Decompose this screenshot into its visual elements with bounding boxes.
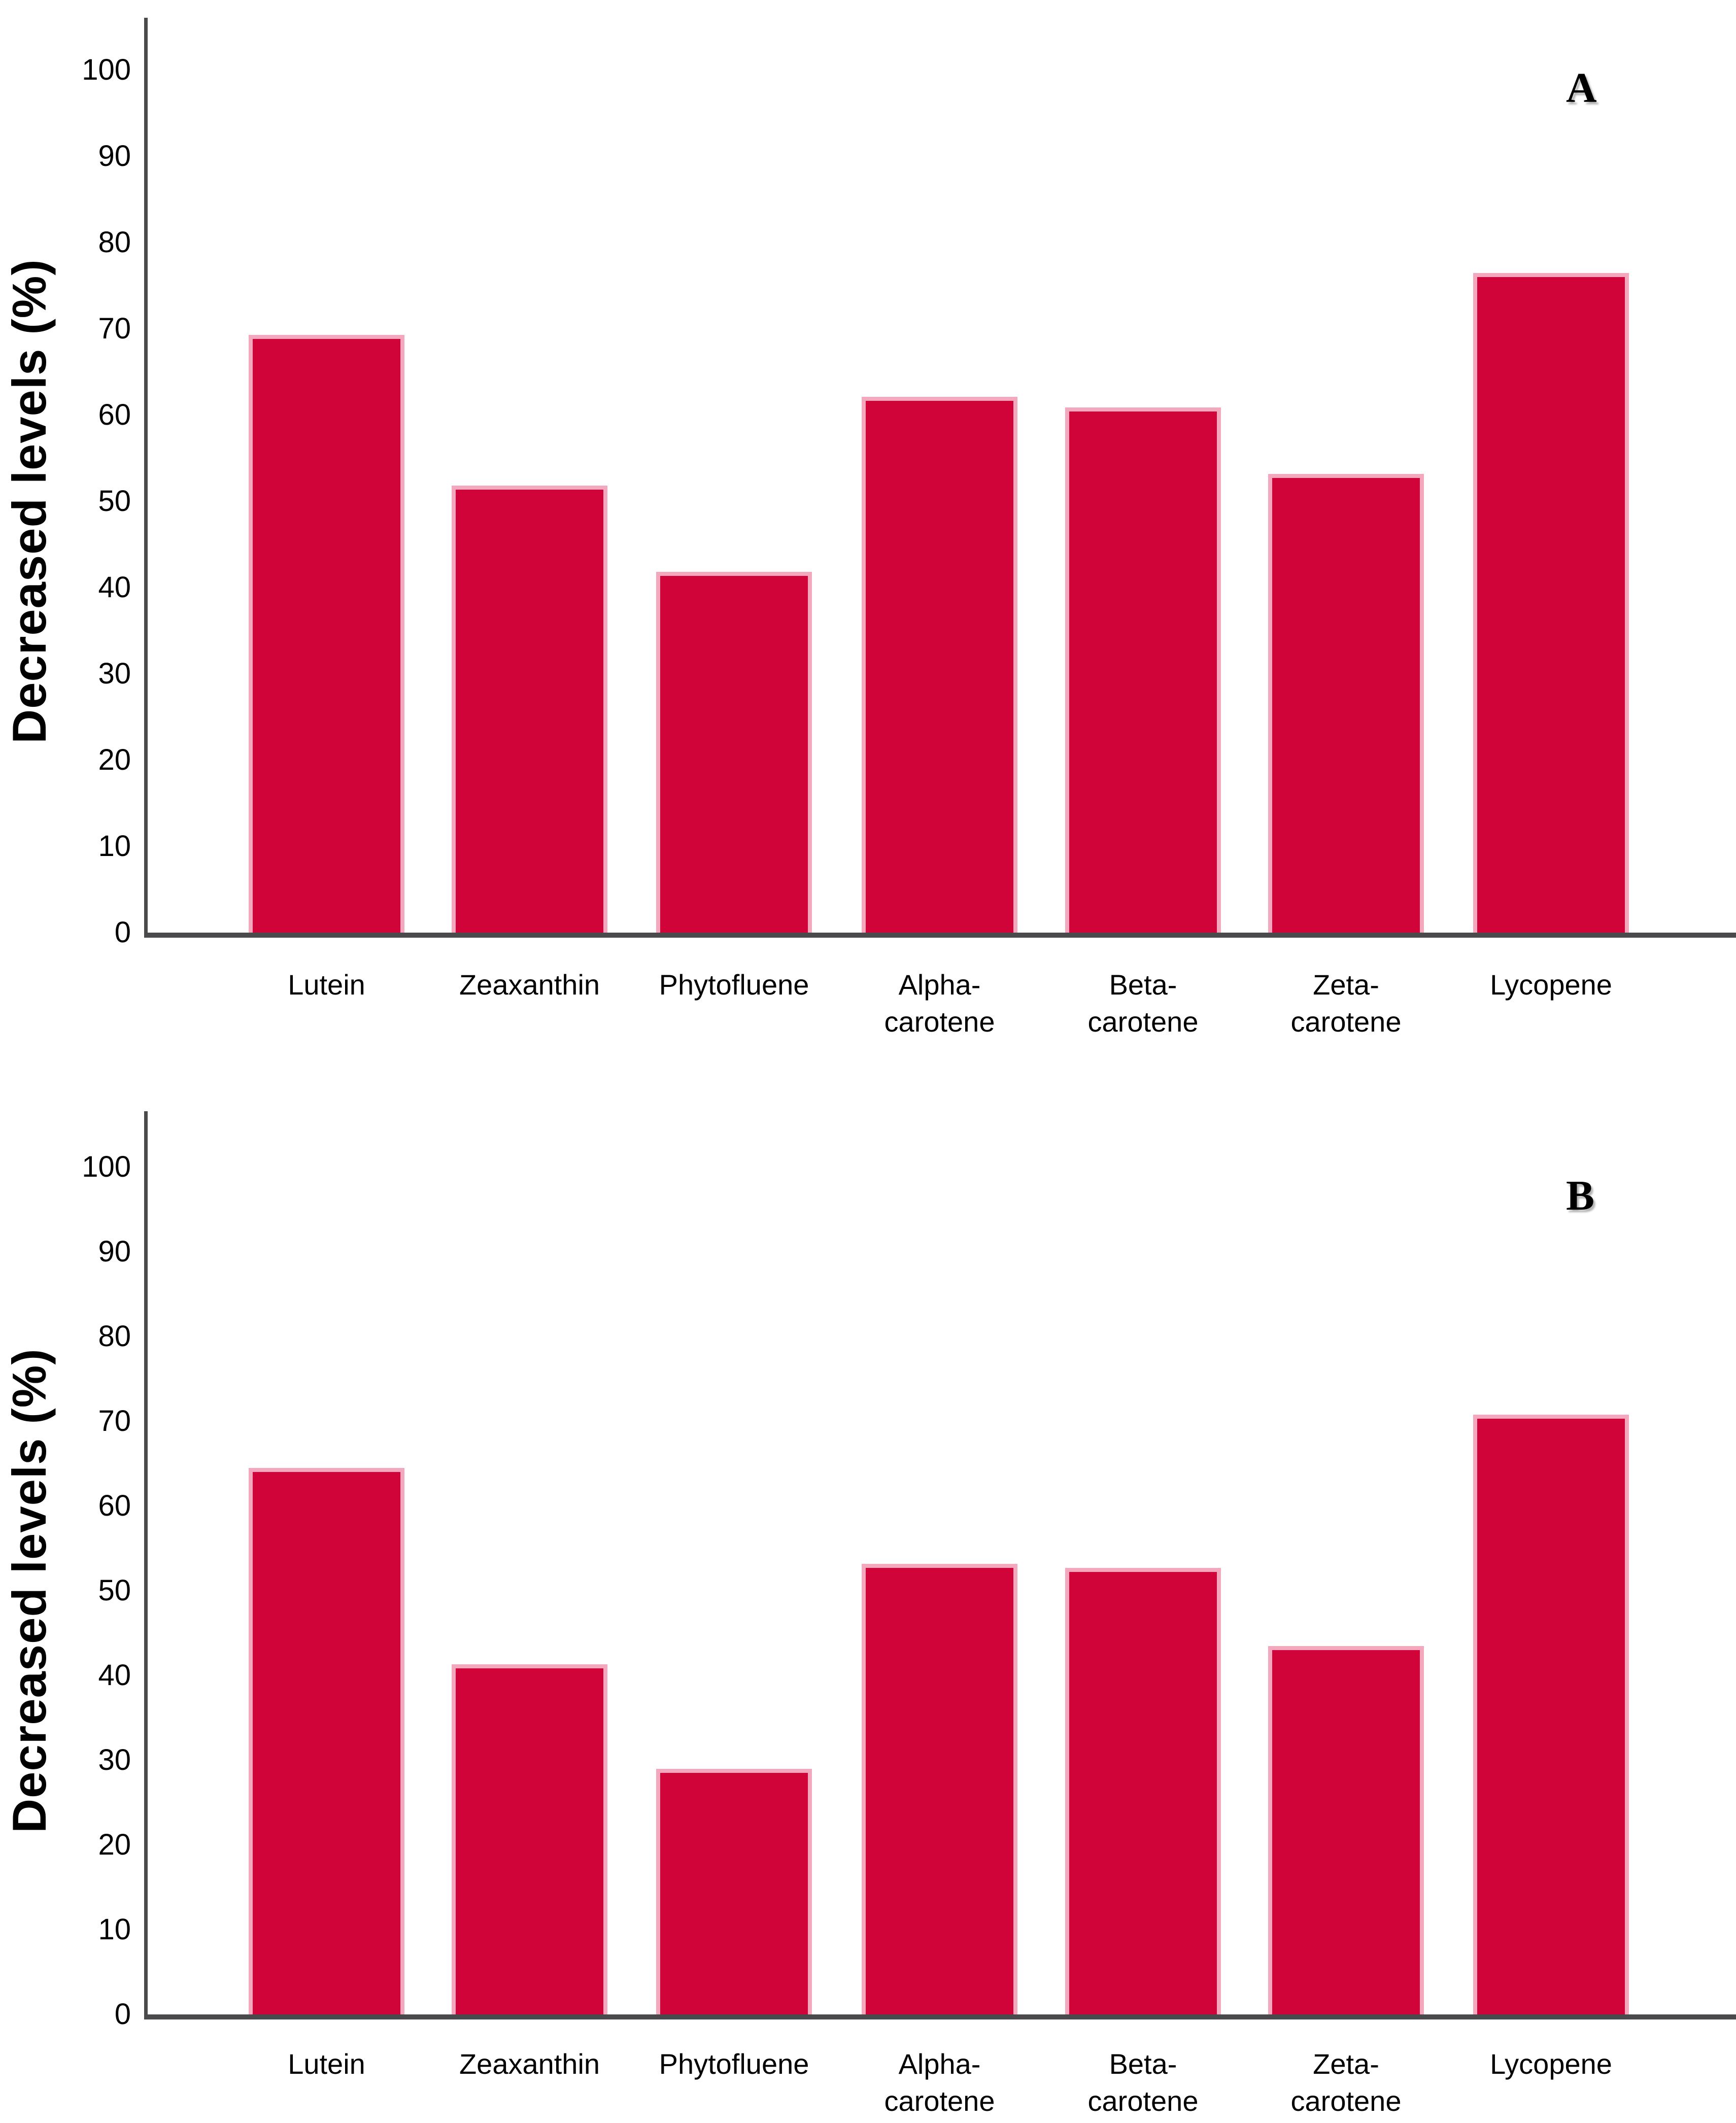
x-category-label: Lycopene <box>1490 969 1612 1001</box>
y-tick-label: 20 <box>98 1828 131 1861</box>
y-tick-label: 10 <box>98 1913 131 1946</box>
y-axis-title: Decreased levels (%) <box>3 259 56 744</box>
x-category-label: Alpha- carotene <box>884 969 995 1038</box>
y-tick-label: 50 <box>98 1574 131 1607</box>
x-category-label: Beta- carotene <box>1087 2048 1199 2117</box>
y-tick-label: 80 <box>98 1320 131 1353</box>
x-category-label: Alpha- carotene <box>884 2048 995 2117</box>
y-tick-label: 30 <box>98 1743 131 1776</box>
y-tick-label: 100 <box>82 53 131 86</box>
x-category-label: Phytofluene <box>659 969 809 1001</box>
y-tick-label: 50 <box>98 485 131 518</box>
bar-beta- <box>1065 407 1221 938</box>
y-tick-label: 80 <box>98 226 131 259</box>
y-tick-label: 60 <box>98 398 131 431</box>
y-axis-line <box>144 1111 148 2019</box>
y-tick-label: 40 <box>98 571 131 604</box>
y-tick-label: 90 <box>98 1235 131 1268</box>
x-category-label: Zeaxanthin <box>459 969 600 1001</box>
x-category-label: Lycopene <box>1490 2048 1612 2080</box>
y-tick-label: 70 <box>98 312 131 345</box>
x-category-label: Phytofluene <box>659 2048 809 2080</box>
x-category-label: Lutein <box>288 2048 365 2080</box>
x-category-label: Zeta- carotene <box>1290 969 1402 1038</box>
y-tick-label: 40 <box>98 1659 131 1692</box>
bar-phytofluene <box>656 572 812 938</box>
bar-lycopene <box>1473 1414 1629 2019</box>
bar-zeta- <box>1268 473 1424 938</box>
y-tick-label: 30 <box>98 657 131 690</box>
x-category-label: Zeaxanthin <box>459 2048 600 2080</box>
panel-letter-b: B <box>1566 1172 1595 1219</box>
x-axis-line <box>144 933 1736 938</box>
y-axis-line <box>144 18 148 938</box>
x-category-label: Beta- carotene <box>1087 969 1199 1038</box>
y-tick-label: 0 <box>114 916 131 949</box>
bar-phytofluene <box>656 1768 812 2019</box>
y-tick-label: 10 <box>98 830 131 863</box>
y-axis-title: Decreased levels (%) <box>3 1348 56 1833</box>
bar-alpha- <box>862 1563 1017 2019</box>
bar-zeta- <box>1268 1646 1424 2019</box>
bar-alpha- <box>862 397 1017 938</box>
y-tick-label: 60 <box>98 1489 131 1522</box>
y-tick-label: 90 <box>98 140 131 173</box>
bar-lutein <box>249 1467 404 2019</box>
x-category-label: Lutein <box>288 969 365 1001</box>
panel-letter-a: A <box>1566 64 1597 112</box>
bar-lycopene <box>1473 272 1629 938</box>
y-tick-label: 70 <box>98 1405 131 1437</box>
bar-zeaxanthin <box>452 1664 607 2019</box>
bar-lutein <box>249 334 404 938</box>
y-tick-label: 100 <box>82 1150 131 1183</box>
x-category-label: Zeta- carotene <box>1290 2048 1402 2117</box>
y-tick-label: 0 <box>114 1998 131 2031</box>
bar-beta- <box>1065 1567 1221 2019</box>
y-tick-label: 20 <box>98 743 131 776</box>
x-axis-line <box>144 2014 1736 2019</box>
bar-zeaxanthin <box>452 486 607 938</box>
